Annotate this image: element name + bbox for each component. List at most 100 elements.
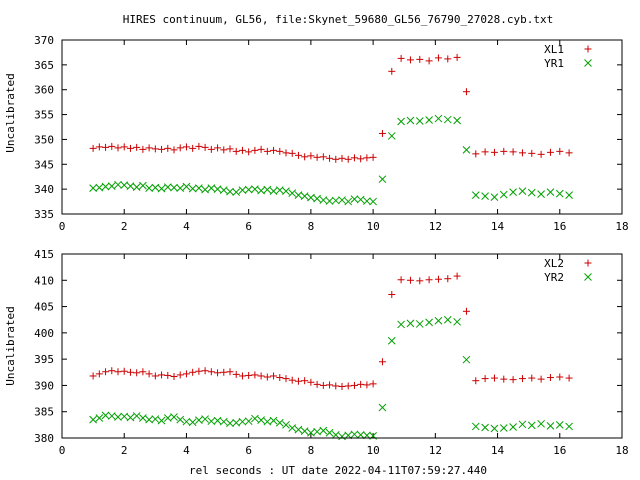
data-point [164, 144, 172, 152]
data-point [275, 186, 284, 194]
data-point [182, 182, 191, 191]
data-point [518, 375, 526, 383]
data-point [319, 196, 328, 204]
data-point [481, 423, 489, 432]
y-tick-label: 335 [34, 208, 54, 221]
data-point [332, 382, 340, 390]
data-point [326, 154, 334, 162]
x-tick-label: 10 [366, 444, 379, 457]
x-tick-label: 12 [429, 220, 442, 233]
data-point [195, 142, 203, 150]
data-point [462, 355, 471, 364]
data-point [378, 175, 387, 184]
data-point [120, 412, 129, 421]
data-point [207, 184, 216, 193]
data-point [151, 183, 160, 192]
data-point [387, 336, 396, 345]
data-point [338, 154, 346, 162]
data-point [89, 415, 97, 424]
data-point [226, 419, 234, 428]
data-point [188, 418, 197, 427]
x-tick-label: 16 [553, 444, 566, 457]
data-point [245, 148, 253, 156]
data-point [232, 418, 241, 427]
data-point [313, 427, 321, 436]
top-panel: Uncalibrated 0 2 4 6 8 10 12 14 16 18 335 340 345 350… [4, 34, 629, 233]
x-tick-label: 2 [121, 444, 128, 457]
data-point [201, 143, 209, 151]
data-point [189, 368, 197, 376]
data-point [195, 367, 203, 375]
data-point [126, 144, 134, 152]
x-tick-label: 4 [183, 444, 190, 457]
data-point [555, 189, 564, 198]
data-point [226, 145, 234, 153]
data-point [163, 414, 172, 422]
x-tick-label: 6 [245, 220, 252, 233]
data-point [195, 184, 203, 193]
y-tick-label: 390 [34, 379, 54, 392]
data-point [425, 116, 433, 124]
x-tick-label: 18 [615, 220, 628, 233]
legend-marker [584, 273, 592, 281]
data-point [332, 155, 340, 163]
data-point [120, 143, 128, 151]
data-point [164, 371, 172, 379]
data-point [114, 413, 122, 421]
data-points [89, 272, 573, 441]
data-point [257, 372, 265, 380]
data-point [527, 188, 536, 197]
data-point [120, 181, 129, 190]
x-tick-label: 8 [308, 220, 315, 233]
data-point [356, 195, 365, 204]
y-tick-label: 360 [34, 84, 54, 97]
data-point [363, 154, 371, 162]
data-point [527, 421, 536, 430]
data-point [350, 195, 359, 203]
data-point [388, 67, 396, 75]
data-point [145, 144, 153, 152]
plot-frame [61, 39, 623, 215]
data-point [207, 417, 216, 426]
data-point [338, 382, 346, 390]
legend-label: YR2 [544, 271, 564, 284]
data-point [528, 149, 536, 157]
bottom-panel: Uncalibrated 0 2 4 6 8 10 12 14 16 18 380 385 390 395… [4, 248, 629, 477]
data-point [126, 413, 135, 422]
data-point [301, 153, 309, 161]
data-point [238, 186, 247, 194]
legend-marker [584, 59, 592, 67]
data-point [139, 145, 147, 153]
data-point [490, 424, 499, 433]
data-point [288, 149, 296, 157]
data-point [363, 197, 371, 205]
x-tick-label: 4 [183, 220, 190, 233]
data-point [294, 191, 303, 199]
data-point [378, 403, 387, 412]
x-tick-label: 2 [121, 220, 128, 233]
data-point [425, 318, 433, 327]
data-point [344, 382, 352, 390]
data-point [107, 412, 116, 420]
data-point [472, 150, 480, 158]
data-point [509, 423, 517, 431]
data-point [565, 191, 573, 199]
data-point [313, 194, 321, 203]
data-point [219, 186, 228, 194]
data-point [481, 192, 489, 200]
y-tick-label: 405 [34, 301, 54, 314]
data-point [163, 183, 172, 192]
data-point [245, 371, 253, 379]
data-point [176, 144, 184, 152]
data-point [120, 367, 128, 375]
data-point [356, 430, 365, 439]
y-tick-label: 370 [34, 34, 54, 47]
data-point [301, 377, 309, 385]
y-axis-label: Uncalibrated [4, 306, 17, 385]
data-point [537, 150, 545, 158]
data-point [415, 117, 424, 125]
data-point [397, 276, 405, 284]
data-point [257, 186, 265, 195]
data-point [518, 187, 527, 195]
legend-marker [584, 259, 592, 267]
